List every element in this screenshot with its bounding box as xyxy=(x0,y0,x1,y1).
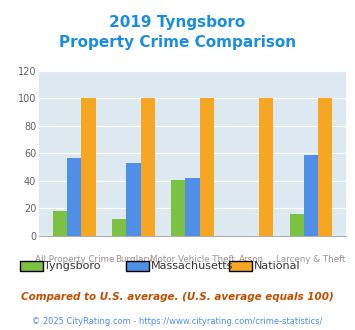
Bar xyxy=(53,211,67,236)
Bar xyxy=(81,98,95,236)
Text: Larceny & Theft: Larceny & Theft xyxy=(276,255,345,264)
Bar xyxy=(141,98,155,236)
Text: Burglary: Burglary xyxy=(115,255,152,264)
Bar xyxy=(186,178,200,236)
Bar xyxy=(259,98,273,236)
Bar xyxy=(171,180,186,236)
Text: Compared to U.S. average. (U.S. average equals 100): Compared to U.S. average. (U.S. average … xyxy=(21,292,334,302)
Bar xyxy=(318,98,332,236)
Bar xyxy=(304,155,318,236)
Bar xyxy=(112,219,126,236)
Text: Motor Vehicle Theft: Motor Vehicle Theft xyxy=(150,255,235,264)
Text: Arson: Arson xyxy=(239,255,264,264)
Text: National: National xyxy=(254,261,300,271)
Bar xyxy=(290,214,304,236)
Text: © 2025 CityRating.com - https://www.cityrating.com/crime-statistics/: © 2025 CityRating.com - https://www.city… xyxy=(32,317,323,326)
Text: Tyngsboro: Tyngsboro xyxy=(44,261,101,271)
Text: Property Crime Comparison: Property Crime Comparison xyxy=(59,35,296,50)
Text: Massachusetts: Massachusetts xyxy=(151,261,233,271)
Text: All Property Crime: All Property Crime xyxy=(34,255,114,264)
Bar xyxy=(126,163,141,236)
Text: 2019 Tyngsboro: 2019 Tyngsboro xyxy=(109,15,246,30)
Bar xyxy=(200,98,214,236)
Bar xyxy=(67,158,81,236)
